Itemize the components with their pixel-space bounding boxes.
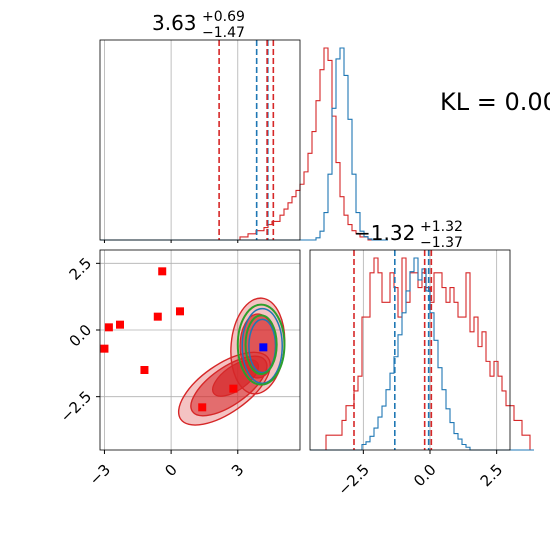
blue-density-contour	[248, 318, 277, 374]
red-square-marker	[116, 320, 124, 329]
panel-frame	[99, 249, 301, 451]
panel-frame	[99, 39, 301, 241]
right-title-upper: +1.32	[420, 219, 463, 235]
histogram-series-red	[310, 258, 534, 450]
red-square-marker	[100, 344, 109, 353]
red-square-marker	[140, 366, 149, 374]
x-tick-label: 2.5	[477, 461, 507, 491]
panel-frame	[309, 249, 511, 451]
right-title-value: −1.32	[354, 221, 415, 245]
y-tick-label: 0.0	[66, 321, 96, 351]
red-square-marker	[198, 403, 207, 412]
histogram-series-red	[100, 48, 388, 240]
joint-density-plot: −3 0 3 −2.5 0.0 2.5	[57, 249, 301, 489]
top-title-value: 3.63	[152, 11, 197, 35]
red-square-marker	[153, 312, 162, 321]
x-tick-label: −3	[86, 461, 114, 489]
top-title-upper: +0.69	[202, 9, 245, 25]
histogram-series-blue	[100, 48, 388, 240]
red-square-marker	[104, 323, 113, 332]
red-square-marker	[229, 384, 238, 393]
green-density-contour	[244, 314, 278, 375]
green-density-contour	[236, 303, 286, 386]
right-histogram-title: −1.32 +1.32 −1.37	[354, 219, 463, 251]
x-tick-label: −2.5	[334, 461, 372, 499]
red-square-marker	[158, 267, 167, 276]
joint-plot-area	[100, 250, 300, 450]
red-square-marker	[176, 307, 184, 316]
top-title-lower: −1.47	[202, 25, 245, 41]
y-tick-label: −2.5	[57, 387, 95, 425]
top-histogram-title: 3.63 +0.69 −1.47	[152, 9, 245, 41]
top-marginal-histogram	[99, 39, 388, 243]
x-tick-label: 0.0	[410, 461, 440, 491]
right-title-lower: −1.37	[420, 235, 463, 251]
kl-annotation: KL = 0.00	[440, 88, 550, 116]
blue-density-contour	[241, 307, 283, 385]
x-tick-label: 0	[161, 461, 180, 480]
x-tick-label: 3	[228, 461, 247, 480]
right-marginal-histogram: −2.5 0.0 2.5	[309, 249, 534, 499]
blue-square-marker	[259, 343, 268, 352]
y-tick-label: 2.5	[66, 254, 96, 284]
